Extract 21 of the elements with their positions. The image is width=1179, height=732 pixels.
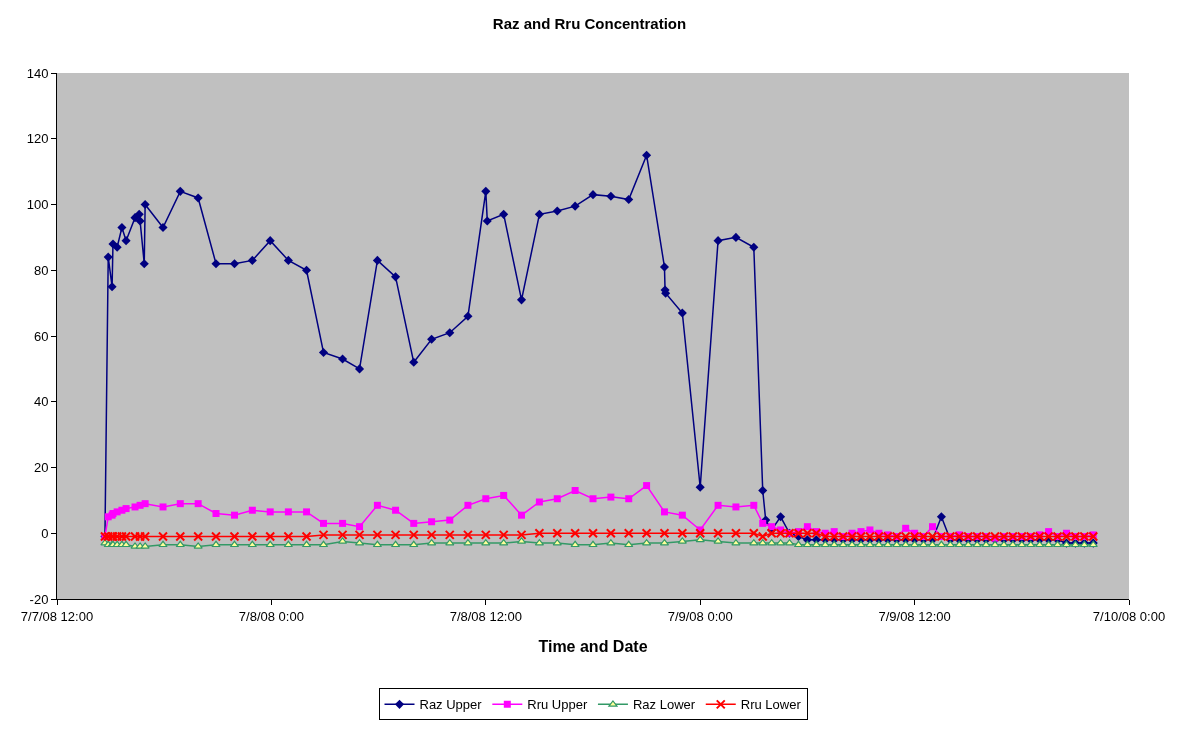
x-tick-label: 7/9/08 0:00 [667,608,733,624]
x-tick-label: 7/8/08 12:00 [449,608,522,624]
x-tick-label: 7/10/08 0:00 [1092,608,1166,624]
y-tick-label: 80 [33,262,49,278]
legend-label: Rru Upper [527,697,588,713]
y-tick-label: 120 [26,131,49,147]
legend-label: Raz Lower [632,697,696,713]
x-tick-label: 7/9/08 12:00 [878,608,951,624]
y-tick-label: 40 [33,394,49,410]
x-tick-label: 7/7/08 12:00 [20,608,94,624]
legend-label: Rru Lower [740,697,802,713]
x-axis-title: Time and Date [538,638,648,656]
y-tick-label: 140 [26,65,49,81]
y-tick-label: -20 [29,591,49,607]
x-tick-label: 7/8/08 0:00 [238,608,304,624]
legend-label: Raz Upper [419,697,483,713]
chart-title: Raz and Rru Concentration [492,14,687,32]
y-tick-label: 20 [33,460,49,476]
y-tick-label: 60 [33,328,49,344]
y-tick-label: 100 [26,197,49,213]
y-tick-label: 0 [41,525,49,541]
